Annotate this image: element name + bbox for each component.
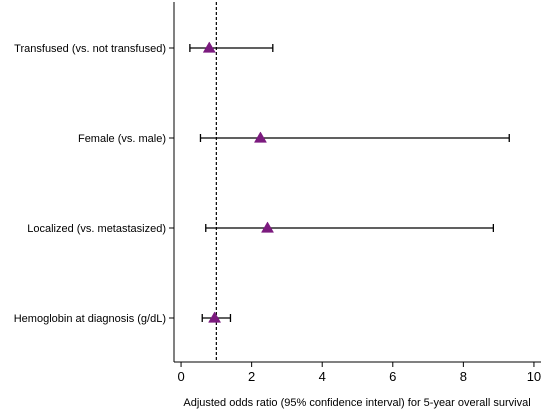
- category-label-layer: Transfused (vs. not transfused) Female (v…: [14, 43, 166, 325]
- x-tick-label: 8: [460, 369, 467, 384]
- estimate-marker: [253, 131, 267, 143]
- category-label: Transfused (vs. not transfused): [14, 43, 166, 55]
- category-label: Localized (vs. metastasized): [27, 223, 166, 235]
- x-tick-layer: 0 2 4 6 8 10: [177, 362, 541, 384]
- x-tick-label: 0: [177, 369, 184, 384]
- category-label: Female (vs. male): [78, 133, 166, 145]
- plot-frame: [169, 2, 541, 363]
- x-axis-title: Adjusted odds ratio (95% confidence inte…: [183, 397, 530, 409]
- estimate-marker: [261, 221, 274, 233]
- estimate-marker: [202, 41, 216, 53]
- x-tick-label: 10: [527, 369, 541, 384]
- x-tick-label: 2: [248, 369, 255, 384]
- x-tick-label: 6: [389, 369, 396, 384]
- estimate-marker-layer: [202, 41, 274, 323]
- x-tick-label: 4: [319, 369, 326, 384]
- estimate-marker: [208, 311, 222, 323]
- confidence-interval-layer: [189, 44, 510, 322]
- category-label: Hemoglobin at diagnosis (g/dL): [14, 313, 166, 325]
